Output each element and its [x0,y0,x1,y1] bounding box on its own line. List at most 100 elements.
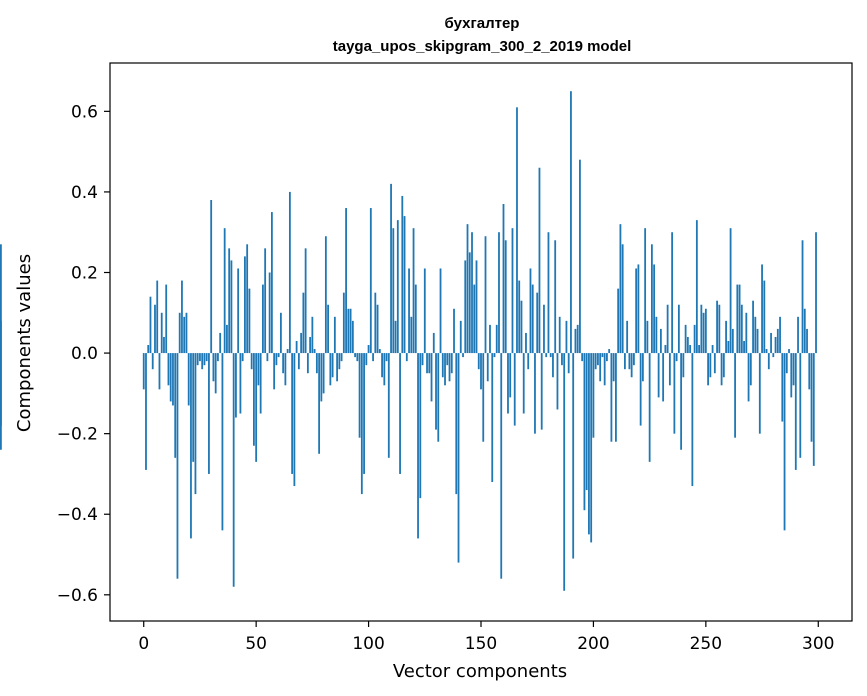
bar [731,328,734,354]
bar [401,195,404,354]
chart-title-line-1: бухгалтер [445,15,520,32]
bar [646,320,649,354]
bar [435,353,437,430]
bar [803,308,806,354]
bar [284,353,287,386]
bar [806,328,808,354]
bar [192,353,195,462]
bar [459,320,462,354]
bar [763,280,766,354]
bar [264,248,267,354]
bar [176,353,179,579]
bar [358,353,361,438]
bar [304,248,307,354]
bar [419,353,422,499]
bar [540,353,543,430]
y-axis-label: Components values [14,254,35,432]
bar [367,345,370,354]
bar [666,304,669,354]
bar [785,353,788,374]
bar [585,353,588,491]
bar [621,244,624,354]
bar [630,353,633,378]
bar [383,353,386,386]
bar [680,353,683,450]
bar [385,353,388,362]
bar [662,353,665,402]
bar [286,349,289,354]
bar [327,304,329,354]
bar [644,228,647,354]
bar [520,300,523,354]
bar [151,353,154,370]
bar [183,316,186,354]
bar [453,308,455,354]
bar [767,353,770,370]
bar [599,353,602,382]
bar [342,292,345,354]
bar [570,91,572,354]
bar [181,280,183,354]
bar [145,353,147,470]
bar [761,264,763,354]
bar [306,353,309,374]
bar [725,320,727,354]
bar [729,228,732,354]
bar [709,353,712,378]
bar [790,353,793,398]
bar [430,353,433,402]
bar [428,353,431,374]
bar [504,240,507,354]
bar [291,353,294,474]
bar [293,353,296,487]
bar [686,336,689,354]
bar [392,228,395,354]
bar [700,304,703,354]
bar [205,353,208,362]
bar [711,345,714,354]
bar [718,304,721,354]
bar [0,353,2,450]
bar [691,353,694,487]
bar [776,328,779,354]
bar [628,353,631,370]
bar [641,353,644,382]
bar [486,353,489,382]
bar [516,107,518,354]
y-tick-label: −0.2 [57,425,98,445]
bar [572,353,575,559]
bar [156,280,159,354]
y-tick-label: 0.4 [71,183,98,203]
bar [511,228,514,354]
bar [792,353,795,386]
bar [277,353,280,358]
bar [608,349,611,354]
bar [302,292,305,354]
bar [567,353,570,374]
bar [495,324,498,354]
bar [543,304,545,354]
bar [601,353,604,358]
bar [239,353,242,414]
bar [500,353,503,579]
bar [338,353,341,370]
bar [270,212,273,354]
chart-title-line-2: tayga_upos_skipgram_300_2_2019 model [333,38,632,55]
bar [455,353,458,495]
bar [403,216,406,354]
bar [237,268,240,354]
bar [554,240,557,354]
bar [255,353,258,462]
bar [774,336,777,354]
bar [365,353,368,366]
bar [484,236,487,354]
bar [653,264,656,354]
bar [552,353,554,378]
y-tick-label: 0.0 [71,344,98,364]
bar [160,312,163,354]
bar [781,353,784,422]
x-tick-label: 200 [577,634,609,654]
x-tick-label: 100 [352,634,384,654]
x-tick-label: 50 [245,634,267,654]
bar [394,320,397,354]
